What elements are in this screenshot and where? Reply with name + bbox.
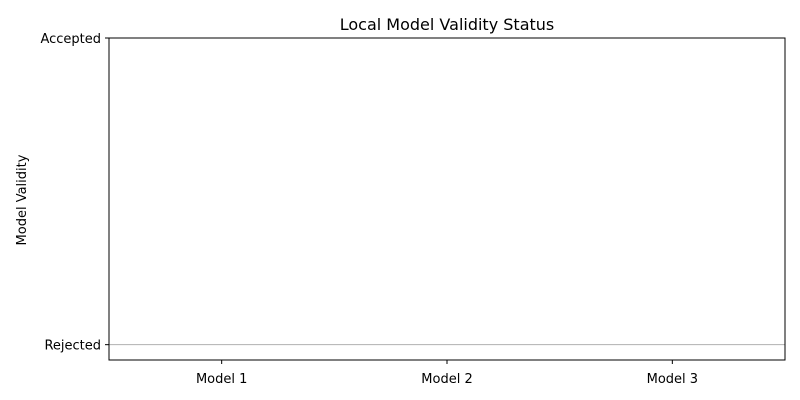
x-tick-label-3: Model 3 <box>647 372 698 387</box>
y-tick-label-2: Accepted <box>40 32 101 47</box>
y-axis-label: Model Validity <box>15 154 30 245</box>
x-tick-label-2: Model 2 <box>421 372 472 387</box>
plot-area: Model 1 Model 2 Model 3 Rejected Accepted <box>40 32 785 387</box>
plot-frame <box>108 37 786 361</box>
x-tick-label-1: Model 1 <box>196 372 247 387</box>
chart-title: Local Model Validity Status <box>340 15 555 34</box>
y-tick-label-1: Rejected <box>44 339 101 354</box>
